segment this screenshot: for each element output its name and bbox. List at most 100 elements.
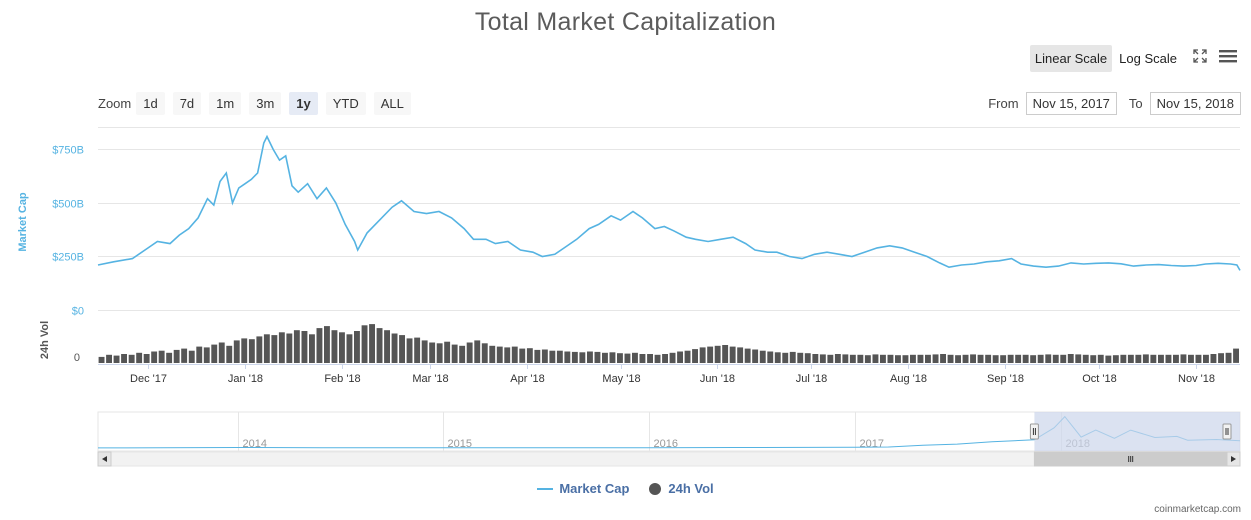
volume-bar — [1060, 354, 1067, 363]
volume-bar — [166, 352, 173, 364]
volume-bar — [654, 354, 661, 363]
volume-bar — [1180, 354, 1187, 363]
volume-bar — [278, 332, 285, 364]
to-date-input[interactable]: Nov 15, 2018 — [1149, 92, 1241, 115]
volume-bar — [1105, 355, 1112, 363]
volume-bar — [113, 355, 120, 363]
volume-bar — [617, 353, 623, 363]
volume-bar — [902, 355, 909, 363]
volume-bar — [233, 340, 240, 363]
volume-bar — [1075, 354, 1082, 363]
navigator-handle-left[interactable] — [1029, 423, 1039, 440]
from-date-input[interactable]: Nov 15, 2017 — [1025, 92, 1117, 115]
volume-bar — [188, 350, 195, 363]
menu-icon[interactable] — [1218, 48, 1238, 69]
volume-bar — [744, 348, 751, 363]
volume-bar — [864, 355, 871, 363]
volume-bar — [339, 332, 345, 364]
volume-bar — [910, 354, 916, 363]
volume-bar — [887, 354, 894, 363]
x-tick-label: Jun '18 — [700, 373, 735, 385]
volume-bar — [819, 354, 826, 363]
volume-bar — [421, 340, 428, 363]
zoom-all-button[interactable]: ALL — [373, 92, 411, 115]
volume-bar — [511, 346, 518, 363]
y-tick-label: $750B — [52, 145, 84, 157]
volume-bar — [1000, 355, 1007, 363]
volume-bar — [1112, 355, 1119, 363]
volume-bar — [429, 342, 436, 363]
zoom-1y-button[interactable]: 1y — [289, 92, 318, 115]
navigator-scrollbar[interactable] — [97, 451, 1241, 467]
volume-bar — [211, 344, 218, 363]
volume-bar — [98, 356, 105, 363]
volume-bar — [609, 352, 616, 363]
volume-bar — [556, 350, 563, 363]
volume-bar — [1135, 354, 1142, 363]
legend-item-volume[interactable]: 24h Vol — [649, 481, 714, 496]
volume-bar — [932, 354, 939, 363]
volume-bar — [1022, 354, 1029, 363]
volume-bar — [1218, 353, 1224, 363]
volume-bar — [1045, 354, 1052, 363]
volume-bar — [248, 339, 255, 363]
scroll-left-arrow-icon — [102, 456, 107, 462]
volume-bar — [391, 333, 398, 363]
zoom-label: Zoom — [98, 96, 132, 111]
volume-bar — [955, 355, 961, 363]
navigator-handle-right[interactable] — [1222, 423, 1232, 440]
x-axis-ticks: Dec '17 Jan '18 Feb '18 Mar '18 Apr '18 May '… — [130, 364, 1215, 385]
volume-bar — [587, 351, 593, 363]
volume-bar — [1195, 354, 1202, 363]
credit-link[interactable]: coinmarketcap.com — [1154, 504, 1241, 515]
volume-bar — [842, 354, 849, 363]
zoom-7d-button[interactable]: 7d — [172, 92, 202, 115]
volume-bar — [752, 349, 759, 363]
x-tick-label: Dec '17 — [130, 373, 167, 385]
zoom-1m-button[interactable]: 1m — [209, 92, 242, 115]
zoom-1d-button[interactable]: 1d — [136, 92, 165, 115]
volume-bar — [1210, 354, 1217, 363]
volume-bar — [1203, 354, 1209, 363]
volume-bar — [1037, 354, 1044, 363]
volume-bar — [414, 337, 421, 363]
grid-lines — [98, 127, 1240, 311]
volume-bar — [737, 347, 744, 363]
x-tick-label: Aug '18 — [890, 373, 927, 385]
x-tick-label: Oct '18 — [1082, 373, 1117, 385]
volume-bar — [496, 346, 503, 363]
volume-bar — [985, 354, 992, 363]
volume-bar — [481, 343, 488, 363]
zoom-3m-button[interactable]: 3m — [249, 92, 282, 115]
volume-bar — [699, 347, 706, 363]
chart-legend: Market Cap 24h Vol — [0, 481, 1251, 496]
volume-bar — [639, 354, 646, 363]
volume-bar — [241, 338, 248, 363]
volume-bar — [1225, 352, 1232, 364]
fullscreen-icon[interactable] — [1192, 48, 1208, 69]
linear-scale-button[interactable]: Linear Scale — [1029, 45, 1113, 72]
log-scale-button[interactable]: Log Scale — [1119, 51, 1177, 66]
zoom-ytd-button[interactable]: YTD — [325, 92, 366, 115]
volume-bar — [797, 352, 804, 364]
volume-bar — [346, 334, 353, 363]
volume-bar — [151, 351, 158, 363]
scrollbar-grip-icon — [1128, 456, 1134, 462]
volume-bar — [1173, 354, 1179, 363]
volume-bar — [1007, 354, 1014, 363]
volume-bar — [594, 351, 601, 363]
y-axis-label: Market Cap — [17, 192, 29, 252]
volume-bar — [669, 352, 676, 364]
volume-bar — [579, 352, 586, 363]
navigator-selection[interactable] — [1034, 412, 1240, 451]
volume-bar — [436, 343, 443, 363]
x-tick-label: Jul '18 — [796, 373, 827, 385]
volume-bar — [489, 345, 496, 363]
volume-bar — [256, 336, 263, 364]
volume-tick-zero: 0 — [74, 352, 80, 364]
volume-bar — [722, 345, 729, 363]
volume-bar — [729, 346, 736, 363]
x-tick-label: Feb '18 — [324, 373, 360, 385]
chart-title: Total Market Capitalization — [474, 8, 777, 36]
legend-item-market-cap[interactable]: Market Cap — [537, 481, 629, 496]
